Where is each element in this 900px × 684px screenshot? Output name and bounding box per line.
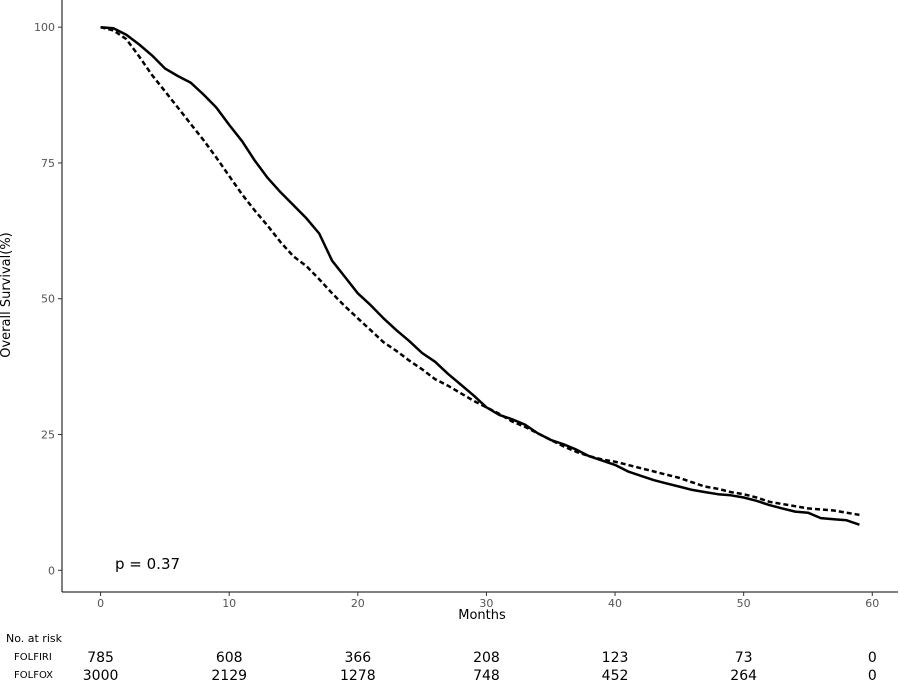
risk-count: 73 [735,650,753,666]
x-axis-title: Months [458,608,506,623]
y-tick-label: 100 [34,21,55,34]
y-axis-title: Overall Survival(%) [0,232,14,358]
risk-count: 0 [868,650,877,666]
risk-count: 123 [602,650,629,666]
y-axis-ticks: 0 25 50 75 100 [34,21,62,577]
risk-row-label: FOLFOX [14,670,53,681]
x-tick-label: 0 [97,597,104,610]
risk-count: 2129 [211,668,247,684]
x-tick-label: 30 [479,597,493,610]
plot-area: 0 25 50 75 100 0 10 20 30 40 50 60 [34,0,898,610]
risk-table-title: No. at risk [6,632,63,645]
solid-survival-curve [100,25,860,526]
p-value-annotation: p = 0.37 [115,555,180,573]
risk-count: 366 [344,650,371,666]
risk-count: 452 [602,668,629,684]
y-tick-label: 25 [41,428,55,441]
risk-count: 264 [730,668,757,684]
risk-count: 208 [473,650,500,666]
risk-count: 1278 [340,668,376,684]
x-tick-label: 40 [608,597,622,610]
x-tick-label: 50 [737,597,751,610]
risk-count: 0 [868,668,877,684]
risk-row-label: FOLFIRI [14,652,52,663]
y-tick-label: 0 [48,564,55,577]
x-tick-label: 20 [351,597,365,610]
risk-count: 748 [473,668,500,684]
risk-table: FOLFIRI 785 608 366 208 123 73 0 FOLFOX 3000 2129 1… [14,650,877,684]
survival-curves [100,25,860,526]
y-tick-label: 50 [41,293,55,306]
x-tick-label: 10 [222,597,236,610]
risk-count: 785 [87,650,114,666]
risk-count: 608 [216,650,243,666]
x-axis-ticks: 0 10 20 30 40 50 60 [97,592,879,610]
risk-count: 3000 [83,668,119,684]
x-tick-label: 60 [865,597,879,610]
dashed-survival-curve [100,25,860,517]
y-tick-label: 75 [41,157,55,170]
